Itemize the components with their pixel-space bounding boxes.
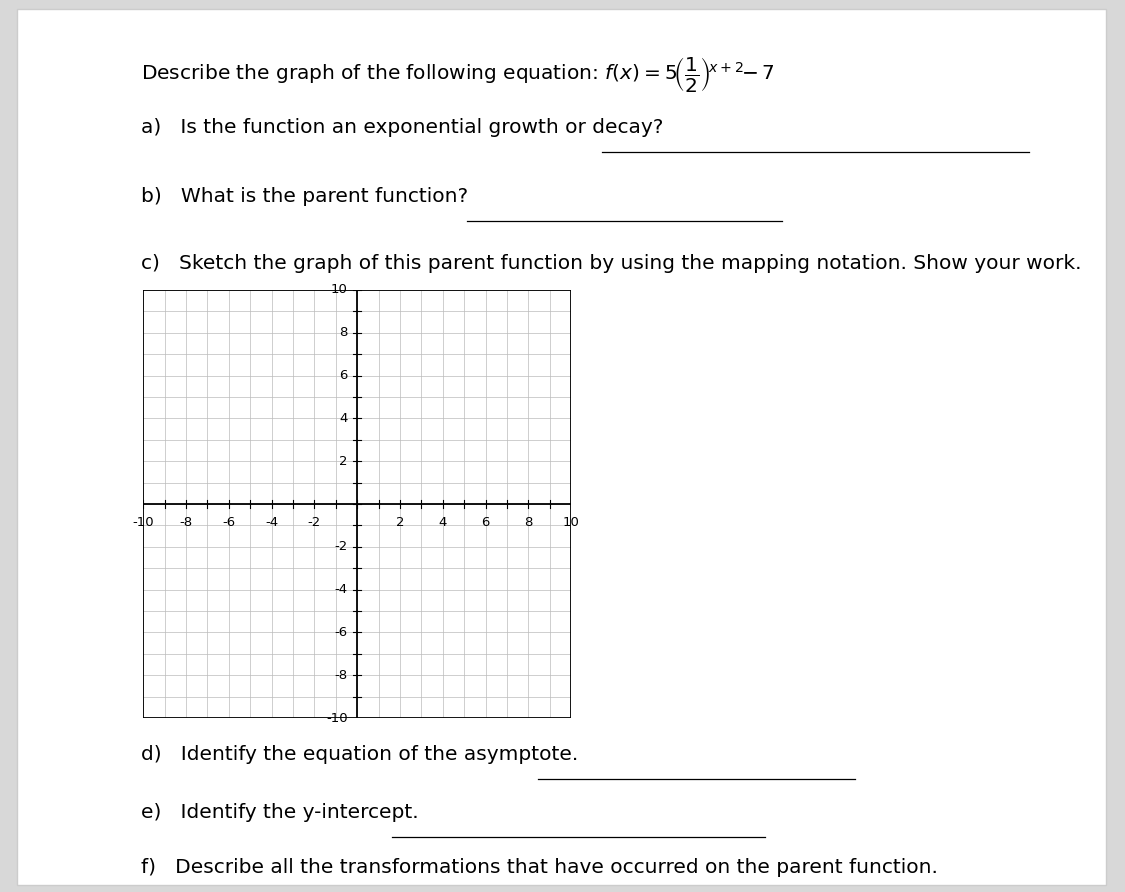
Text: 4: 4 xyxy=(439,516,447,529)
Text: 4: 4 xyxy=(339,412,348,425)
Text: -10: -10 xyxy=(326,712,348,724)
Text: -2: -2 xyxy=(308,516,321,529)
Text: 6: 6 xyxy=(482,516,489,529)
Text: 8: 8 xyxy=(524,516,532,529)
Text: -4: -4 xyxy=(334,583,348,596)
Text: Describe the graph of the following equation: $f\left(x\right)=5\!\left(\dfrac{1: Describe the graph of the following equa… xyxy=(141,55,774,95)
Text: 2: 2 xyxy=(339,455,348,467)
Text: 6: 6 xyxy=(339,369,348,382)
Text: 10: 10 xyxy=(562,516,579,529)
Text: a)   Is the function an exponential growth or decay?: a) Is the function an exponential growth… xyxy=(141,118,663,136)
Text: -10: -10 xyxy=(133,516,154,529)
Text: -6: -6 xyxy=(334,626,348,639)
Text: -8: -8 xyxy=(334,669,348,681)
Text: -8: -8 xyxy=(179,516,192,529)
Text: 8: 8 xyxy=(339,326,348,339)
Text: e)   Identify the y-intercept.: e) Identify the y-intercept. xyxy=(141,803,418,822)
Text: -2: -2 xyxy=(334,541,348,553)
Text: f)   Describe all the transformations that have occurred on the parent function.: f) Describe all the transformations that… xyxy=(141,858,937,877)
Text: c)   Sketch the graph of this parent function by using the mapping notation. Sho: c) Sketch the graph of this parent funct… xyxy=(141,254,1081,273)
Text: -4: -4 xyxy=(266,516,278,529)
Text: 10: 10 xyxy=(331,284,348,296)
Text: -6: -6 xyxy=(222,516,235,529)
Text: 2: 2 xyxy=(396,516,404,529)
Text: b)   What is the parent function?: b) What is the parent function? xyxy=(141,187,468,206)
Text: d)   Identify the equation of the asymptote.: d) Identify the equation of the asymptot… xyxy=(141,745,578,764)
